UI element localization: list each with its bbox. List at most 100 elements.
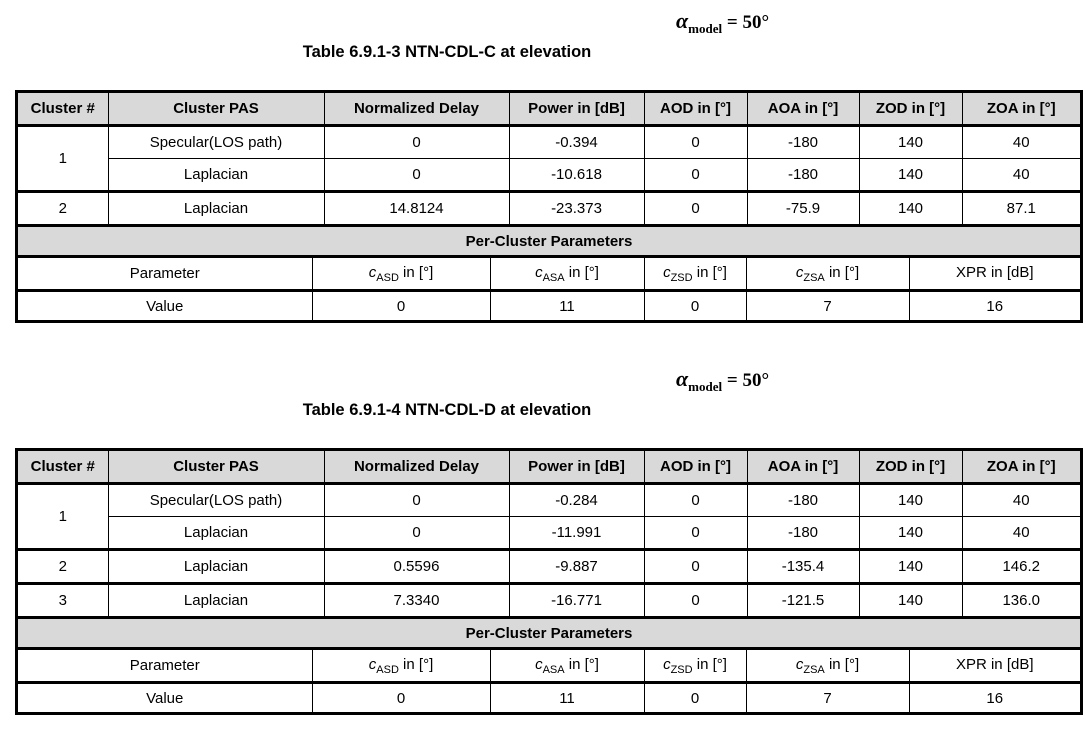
col-header-pas: Cluster PAS	[107, 93, 325, 127]
param-header-czsa: cZSA in [°]	[745, 650, 910, 683]
cell-power: -0.394	[508, 125, 645, 159]
param-symbol: c	[663, 655, 671, 673]
cell-zod: 140	[858, 190, 963, 226]
alpha-model-formula: αmodel = 50°	[676, 366, 769, 395]
col-header-zod: ZOD in [°]	[858, 451, 963, 485]
param-unit: in [°]	[564, 263, 599, 281]
col-header-power: Power in [dB]	[508, 93, 645, 127]
alpha-model-formula: αmodel = 50°	[676, 8, 769, 37]
cell-aoa: -135.4	[746, 548, 860, 584]
param-unit: in [°]	[824, 263, 860, 281]
col-header-aoa: AOA in [°]	[746, 93, 860, 127]
col-header-aod: AOD in [°]	[643, 451, 748, 485]
cell-cluster: 2	[18, 190, 109, 226]
col-header-pas: Cluster PAS	[107, 451, 325, 485]
cell-power: -9.887	[508, 548, 645, 584]
table-row: 1 Specular(LOS path) 0 -0.284 0 -180 140…	[18, 483, 1080, 550]
param-subscript: ZSA	[803, 271, 825, 284]
table-row: Laplacian 0 -11.991 0 -180 140 40	[18, 516, 1080, 550]
cell-zod: 140	[858, 548, 963, 584]
value-casd: 0	[311, 681, 491, 712]
formula-subscript: model	[688, 20, 723, 36]
cell-zod: 140	[858, 516, 963, 550]
cell-delay: 0	[323, 483, 510, 517]
param-unit: in [°]	[398, 655, 434, 673]
param-unit: in [°]	[824, 655, 860, 673]
param-symbol: c	[795, 655, 804, 673]
cell-zoa: 87.1	[961, 190, 1080, 226]
cdl-c-table: Cluster # Cluster PAS Normalized Delay P…	[15, 90, 1083, 323]
param-header-row: Parameter cASD in [°] cASA in [°] cZSD i…	[18, 650, 1080, 683]
param-header-casd: cASD in [°]	[311, 650, 491, 683]
col-header-zod: ZOD in [°]	[858, 93, 963, 127]
col-header-cluster: Cluster #	[18, 451, 109, 485]
param-symbol: c	[795, 263, 804, 281]
param-header-czsd: cZSD in [°]	[643, 258, 747, 291]
cell-zod: 140	[858, 125, 963, 159]
cell-pas: Specular(LOS path)	[107, 483, 325, 517]
cell-zoa: 40	[961, 125, 1080, 159]
cell-delay: 7.3340	[323, 582, 510, 618]
cell-pas: Laplacian	[108, 516, 325, 550]
param-value-row: Value 0 11 0 7 16	[18, 289, 1080, 320]
param-subscript: ZSD	[670, 663, 693, 676]
param-label: Parameter	[18, 650, 313, 683]
cell-power: -0.284	[508, 483, 645, 517]
formula-value: 50°	[742, 370, 770, 391]
cell-power: -23.373	[508, 190, 645, 226]
param-unit: in [°]	[692, 655, 727, 673]
value-label: Value	[18, 681, 313, 712]
cell-zod: 140	[858, 582, 963, 618]
cell-power: -10.618	[508, 158, 645, 192]
col-header-cluster: Cluster #	[18, 93, 109, 127]
cell-aod: 0	[643, 516, 748, 550]
value-casa: 11	[489, 681, 645, 712]
per-cluster-params-table: Parameter cASD in [°] cASA in [°] cZSD i…	[18, 258, 1080, 320]
table-row: Laplacian 0 -10.618 0 -180 140 40	[18, 158, 1080, 192]
cell-pas: Specular(LOS path)	[107, 125, 325, 159]
cell-pas: Laplacian	[107, 582, 325, 618]
param-unit: in [°]	[398, 263, 434, 281]
per-cluster-band-label: Per-Cluster Parameters	[18, 224, 1080, 258]
value-xpr: 16	[908, 289, 1080, 320]
param-header-czsd: cZSD in [°]	[643, 650, 747, 683]
cell-aod: 0	[643, 158, 748, 192]
value-czsd: 0	[643, 681, 747, 712]
cell-cluster: 3	[18, 582, 109, 618]
cell-power: -11.991	[508, 516, 645, 550]
cell-aod: 0	[643, 582, 748, 618]
param-symbol: c	[535, 263, 543, 281]
cell-zoa: 40	[961, 516, 1080, 550]
value-casa: 11	[489, 289, 645, 320]
col-header-delay: Normalized Delay	[323, 93, 510, 127]
table-caption: Table 6.9.1-3 NTN-CDL-C at elevation	[302, 43, 592, 61]
param-subscript: ZSA	[803, 663, 825, 676]
formula-subscript: model	[688, 378, 723, 394]
param-header-xpr: XPR in [dB]	[908, 650, 1080, 683]
table-caption: Table 6.9.1-4 NTN-CDL-D at elevation	[302, 401, 592, 419]
param-header-casd: cASD in [°]	[311, 258, 491, 291]
col-header-delay: Normalized Delay	[323, 451, 510, 485]
cell-aod: 0	[643, 483, 748, 517]
col-header-power: Power in [dB]	[508, 451, 645, 485]
header-row: Cluster # Cluster PAS Normalized Delay P…	[18, 93, 1080, 127]
cell-aoa: -180	[746, 483, 860, 517]
cell-cluster: 1	[18, 125, 109, 192]
param-subscript: ASD	[376, 271, 399, 284]
cluster-table: Cluster # Cluster PAS Normalized Delay P…	[18, 451, 1080, 650]
cell-aod: 0	[643, 125, 748, 159]
per-cluster-band-label: Per-Cluster Parameters	[18, 616, 1080, 650]
alpha-symbol: α	[676, 8, 689, 33]
value-czsa: 7	[745, 681, 910, 712]
param-subscript: ASD	[376, 663, 399, 676]
param-symbol: c	[663, 263, 671, 281]
formula-equals: =	[722, 370, 743, 391]
cell-delay: 0	[323, 158, 510, 192]
cell-aoa: -180	[746, 125, 860, 159]
cell-power: -16.771	[508, 582, 645, 618]
param-symbol: c	[368, 655, 377, 673]
param-subscript: ASA	[542, 271, 565, 284]
col-header-aoa: AOA in [°]	[746, 451, 860, 485]
param-label: Parameter	[18, 258, 313, 291]
